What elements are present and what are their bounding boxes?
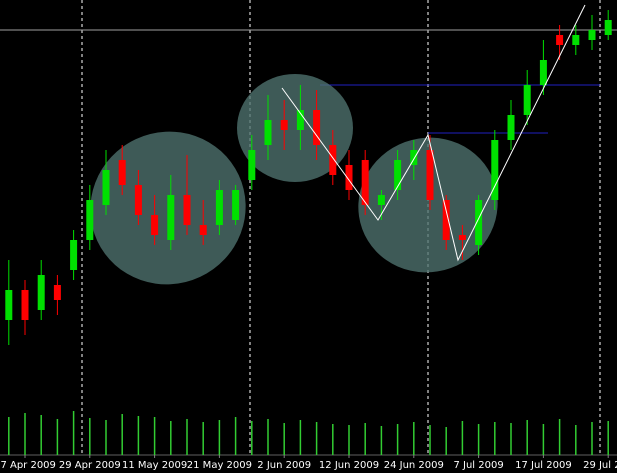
x-tick-label: 24 Jun 2009 — [384, 460, 444, 471]
candle-body — [345, 165, 353, 190]
candle-body — [475, 200, 483, 245]
candle-body — [507, 115, 515, 140]
candle-body — [588, 30, 596, 40]
candle-body — [232, 190, 240, 220]
candle-body — [280, 120, 288, 130]
candle-body — [5, 290, 13, 320]
candle-body — [329, 145, 337, 175]
candle-body — [604, 20, 612, 35]
candle-body — [151, 215, 159, 235]
x-tick-label: 2 Jun 2009 — [257, 460, 311, 471]
separators — [81, 0, 601, 455]
candle-body — [442, 200, 450, 240]
x-axis-labels: 17 Apr 2009 29 Apr 2009 11 May 2009 21 May … — [0, 455, 617, 471]
candles — [5, 10, 612, 345]
candle-body — [199, 225, 207, 235]
candle-body — [134, 185, 142, 215]
candle-body — [118, 160, 126, 185]
candle-body — [183, 195, 191, 225]
x-tick-label: 7 Jul 2009 — [453, 460, 503, 471]
zigzag-line — [281, 4, 586, 262]
candle-body — [556, 35, 564, 45]
candle-body — [37, 275, 45, 310]
candle-body — [264, 120, 272, 145]
x-tick-label: 17 Jul 2009 — [515, 460, 572, 471]
candle-body — [167, 195, 175, 240]
x-tick-label: 21 May 2009 — [187, 460, 252, 471]
candle-body — [70, 240, 78, 270]
candle-body — [215, 190, 223, 225]
candle-body — [248, 150, 256, 180]
candle-body — [523, 85, 531, 115]
candle-body — [86, 200, 94, 240]
x-tick-label: 12 Jun 2009 — [319, 460, 379, 471]
x-tick-label: 17 Apr 2009 — [0, 460, 56, 471]
candle-body — [539, 60, 547, 85]
candle-body — [410, 150, 418, 165]
x-tick-label: 11 May 2009 — [122, 460, 187, 471]
volumes — [8, 411, 609, 455]
candle-body — [491, 140, 499, 200]
candle-body — [102, 170, 110, 205]
candle-body — [426, 150, 434, 200]
highlight-ellipse — [237, 74, 353, 182]
candle-body — [296, 110, 304, 130]
candle-body — [21, 290, 29, 320]
candle-body — [377, 195, 385, 205]
candle-body — [313, 110, 321, 145]
candle-body — [53, 285, 61, 300]
x-tick-label: 29 Jul 200 — [583, 460, 617, 471]
candle-body — [458, 235, 466, 240]
candle-body — [394, 160, 402, 190]
candle-body — [572, 35, 580, 45]
x-tick-label: 29 Apr 2009 — [59, 460, 121, 471]
candle-body — [361, 160, 369, 205]
